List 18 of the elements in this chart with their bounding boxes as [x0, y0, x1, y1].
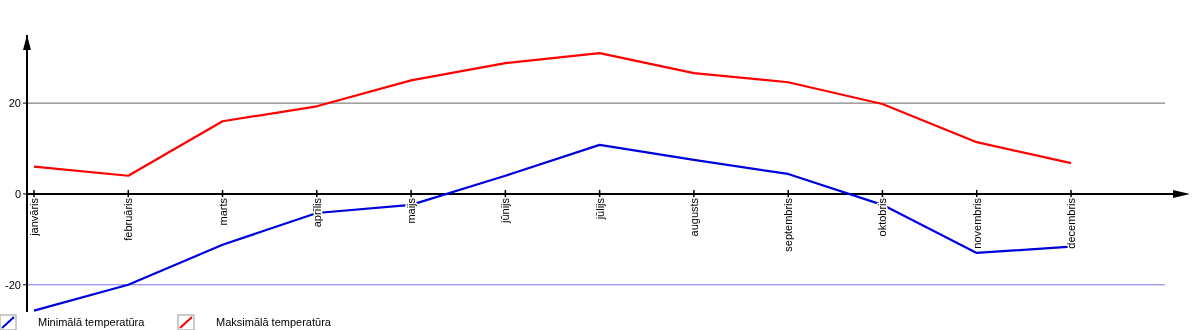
y-tick-label: -20 [5, 278, 21, 291]
x-tick-label: aprīlis [310, 197, 323, 228]
x-tick-label: septembris [782, 197, 795, 252]
x-tick-label: jūnijs [499, 197, 512, 225]
y-tick-label: 0 [14, 187, 21, 200]
x-tick-label: februāris [122, 197, 135, 241]
legend-label: Maksimālā temperatūra [216, 315, 332, 328]
x-tick-label: novembris [970, 197, 983, 249]
x-tick-label: maijs [405, 197, 418, 224]
y-tick-label: 20 [8, 96, 21, 109]
x-tick-label: jūlijs [593, 197, 606, 221]
x-tick-label: oktobris [876, 197, 889, 237]
legend-label: Minimālā temperatūra [38, 315, 146, 328]
x-tick-label: decembris [1065, 197, 1077, 249]
x-tick-label: marts [216, 197, 229, 226]
x-tick-label: janvāris [28, 197, 40, 237]
line-series [32, 52, 1073, 177]
x-tick-label: augusts [687, 197, 700, 237]
